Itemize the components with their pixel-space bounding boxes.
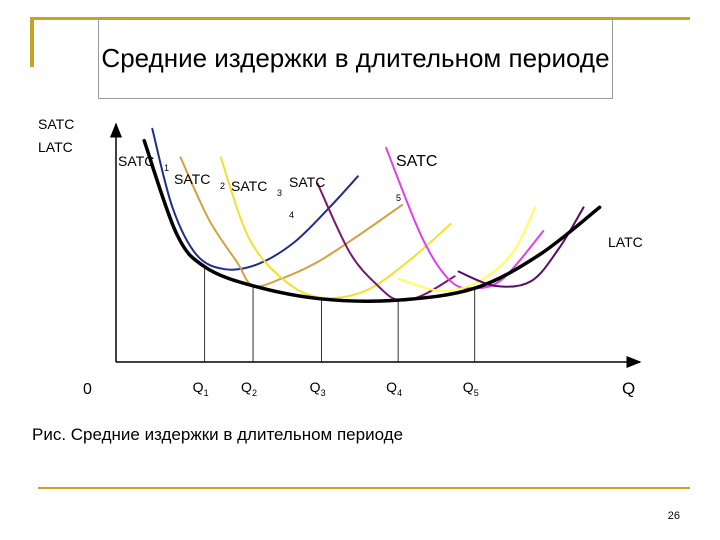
- figure-caption: Рис. Средние издержки в длительном перио…: [32, 425, 404, 444]
- y-axis-label-latc: LATC: [38, 139, 73, 155]
- series-line-satc4: [316, 182, 456, 302]
- series-line-satc2: [179, 156, 404, 288]
- svg-text:Q: Q: [241, 379, 252, 395]
- svg-text:SATC: SATC: [118, 153, 154, 169]
- series-label-satc1: SATC 1: [118, 153, 169, 173]
- y-axis-label-satc: SATC: [38, 116, 74, 132]
- svg-text:2: 2: [252, 388, 257, 398]
- svg-text:Q: Q: [463, 379, 474, 395]
- svg-text:5: 5: [474, 388, 479, 398]
- series-label-satc5: SATC 5: [396, 153, 437, 203]
- series-label-latc: LATC: [608, 234, 643, 250]
- series-line-latc: [142, 138, 602, 303]
- svg-text:SATC: SATC: [289, 174, 325, 190]
- series-line-satc6: [397, 206, 537, 292]
- series-line-satc1: [151, 127, 359, 271]
- accent-bar-left: [30, 17, 34, 67]
- svg-text:1: 1: [164, 163, 169, 173]
- series-layer: [142, 127, 602, 303]
- series-label-satc2: SATC 2: [174, 171, 225, 191]
- svg-text:Q: Q: [386, 379, 397, 395]
- slide-title: Средние издержки в длительном периоде: [101, 42, 610, 73]
- svg-text:Q: Q: [310, 379, 321, 395]
- svg-text:3: 3: [321, 388, 326, 398]
- svg-text:LATC: LATC: [608, 234, 643, 250]
- series-label-satc4: SATC 4: [289, 174, 325, 220]
- series-label-satc3: SATC 3: [231, 178, 282, 198]
- svg-text:4: 4: [289, 210, 294, 220]
- drop-lines: [204, 266, 476, 362]
- series-line-satc7: [457, 206, 585, 288]
- title-box: Средние издержки в длительном периоде: [98, 17, 613, 99]
- svg-text:3: 3: [277, 188, 282, 198]
- svg-text:SATC: SATC: [174, 171, 210, 187]
- svg-text:1: 1: [204, 388, 209, 398]
- accent-bar-top: [30, 17, 690, 20]
- svg-text:SATC: SATC: [231, 178, 267, 194]
- accent-bar-bottom: [38, 487, 690, 489]
- svg-text:5: 5: [396, 193, 401, 203]
- x-axis-label: Q: [622, 379, 635, 398]
- svg-text:Q: Q: [193, 379, 204, 395]
- origin-label: 0: [83, 381, 92, 398]
- svg-text:SATC: SATC: [396, 153, 437, 170]
- svg-text:2: 2: [220, 181, 225, 191]
- svg-text:4: 4: [397, 388, 402, 398]
- page-number: 26: [667, 510, 680, 522]
